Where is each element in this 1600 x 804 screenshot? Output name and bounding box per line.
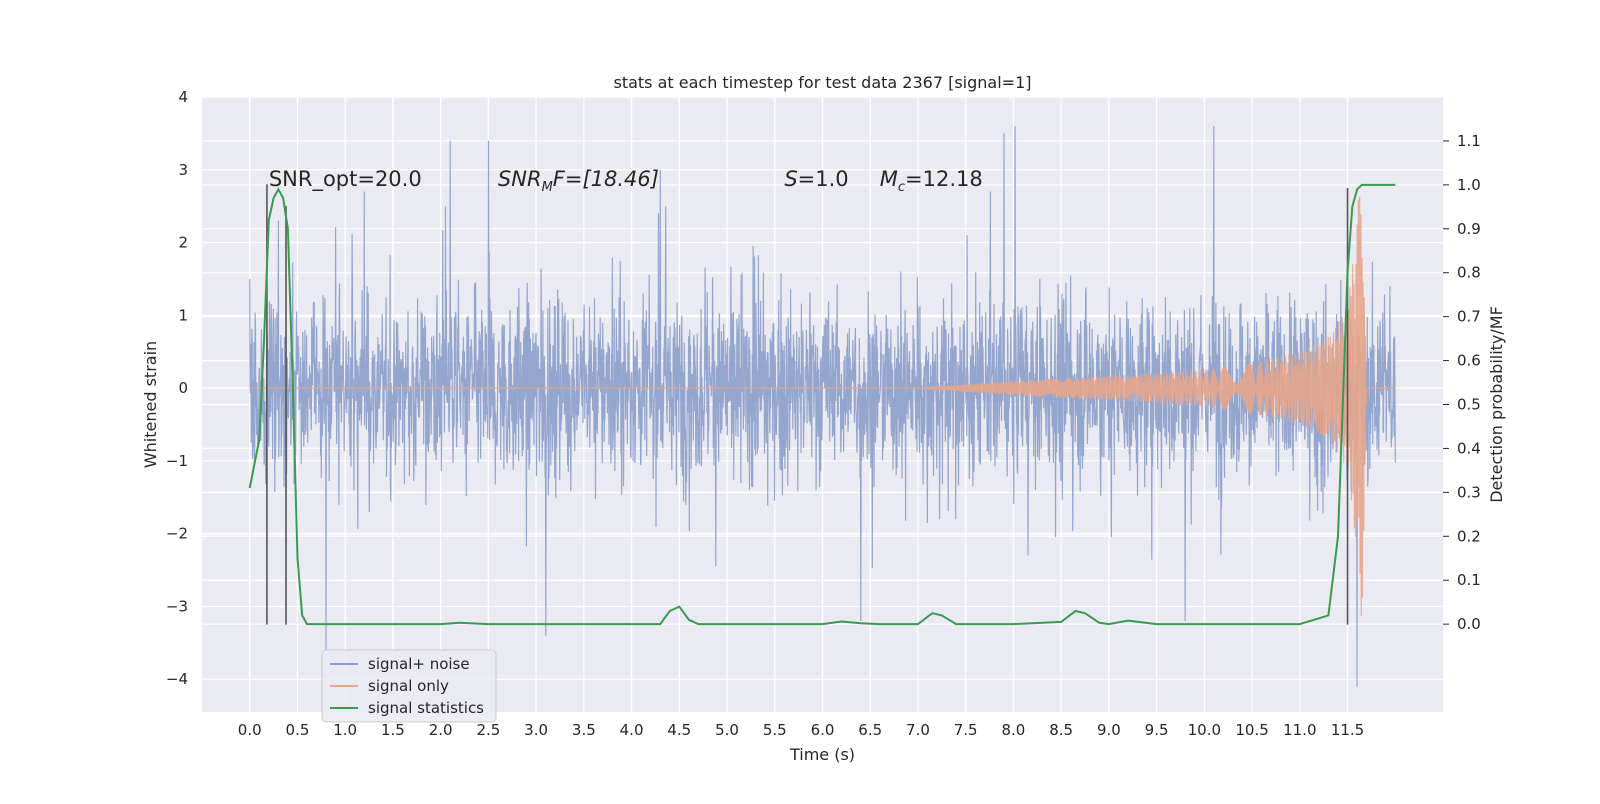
annotation-snr-mf: SNRMF=[18.46] <box>498 167 659 195</box>
y2-tick-label: 1.1 <box>1457 132 1481 150</box>
x-tick-label: 6.0 <box>811 721 835 739</box>
annotation-mc: Mc=12.18 <box>880 167 983 195</box>
annotation-snr-opt: SNR_opt=20.0 <box>269 167 422 192</box>
y2-tick-label: 0.3 <box>1457 483 1481 501</box>
legend: signal+ noise signal only signal statistic… <box>321 649 497 723</box>
y-tick-label: −4 <box>166 670 188 688</box>
annotation-mc-sub: c <box>898 180 905 195</box>
x-tick-label: 8.5 <box>1049 721 1073 739</box>
signal-only-line <box>249 196 1396 616</box>
x-tick-label: 1.5 <box>381 721 405 739</box>
x-tick-label: 4.5 <box>667 721 691 739</box>
signal-statistics-line <box>248 183 1396 626</box>
legend-label: signal statistics <box>368 699 484 717</box>
annotation-s-rest: =1.0 <box>798 167 849 191</box>
chart-title: stats at each timestep for test data 236… <box>613 73 1031 92</box>
y2-tick-label: 0.1 <box>1457 571 1481 589</box>
x-tick-label: 10.0 <box>1188 721 1221 739</box>
x-tick-label: 3.5 <box>572 721 596 739</box>
y-tick-label: 0 <box>178 379 188 397</box>
y2-axis-label: Detection probability/MF <box>1487 306 1506 503</box>
y-tick-label: 4 <box>178 88 188 106</box>
signal-statistics-series <box>248 183 1396 626</box>
x-tick-label: 7.5 <box>954 721 978 739</box>
annotation-mc-rest: =12.18 <box>905 167 983 191</box>
x-tick-label: 10.5 <box>1235 721 1268 739</box>
y2-tick-label: 0.4 <box>1457 439 1481 457</box>
x-tick-label: 5.0 <box>715 721 739 739</box>
y-tick-label: 2 <box>178 234 188 252</box>
legend-box <box>321 649 497 723</box>
y2-tick-label: 0.9 <box>1457 220 1481 238</box>
x-tick-label: 0.0 <box>238 721 262 739</box>
annotation-s-main: S <box>784 167 797 191</box>
x-tick-label: 1.0 <box>333 721 357 739</box>
annotation-snr-mf-main: SNR <box>498 167 542 191</box>
y-tick-label: −1 <box>166 452 188 470</box>
y2-tick-label: 0.2 <box>1457 527 1481 545</box>
annotation-snr-mf-rest: F=[18.46] <box>553 167 659 191</box>
annotation-s: S=1.0 <box>784 167 848 191</box>
y2-tick-label: 0.8 <box>1457 264 1481 282</box>
y2-tick-label: 0.7 <box>1457 308 1481 326</box>
y2-tick-label: 0.6 <box>1457 352 1481 370</box>
x-tick-label: 2.0 <box>429 721 453 739</box>
x-tick-label: 11.5 <box>1331 721 1364 739</box>
y-tick-label: 3 <box>178 161 188 179</box>
x-tick-label: 6.5 <box>858 721 882 739</box>
legend-label: signal only <box>368 677 449 695</box>
x-tick-label: 2.5 <box>476 721 500 739</box>
x-axis-label: Time (s) <box>789 745 855 764</box>
y-tick-label: −3 <box>166 597 188 615</box>
y-axis-label: Whitened strain <box>141 341 160 468</box>
annotation-mc-main: M <box>880 167 898 191</box>
x-tick-label: 11.0 <box>1283 721 1316 739</box>
x-tick-label: 9.0 <box>1097 721 1121 739</box>
x-tick-label: 0.5 <box>286 721 310 739</box>
x-tick-label: 8.0 <box>1001 721 1025 739</box>
y2-tick-label: 1.0 <box>1457 176 1481 194</box>
y2-tick-label: 0.5 <box>1457 396 1481 414</box>
y-tick-label: 1 <box>178 306 188 324</box>
x-tick-label: 9.5 <box>1145 721 1169 739</box>
x-tick-label: 3.0 <box>524 721 548 739</box>
x-tick-label: 4.0 <box>620 721 644 739</box>
x-tick-label: 5.5 <box>763 721 787 739</box>
annotation-snr-mf-sub: M <box>542 180 553 195</box>
signal-only-series <box>249 196 1396 616</box>
y-tick-label: −2 <box>166 525 188 543</box>
y2-tick-label: 0.0 <box>1457 615 1481 633</box>
x-tick-label: 7.0 <box>906 721 930 739</box>
legend-label: signal+ noise <box>368 655 470 673</box>
axes: 0.0 0.5 1.0 1.5 2.0 2.5 3.0 3.5 4.0 4.5 5.0 5.5 6.0 6… <box>166 88 1481 739</box>
